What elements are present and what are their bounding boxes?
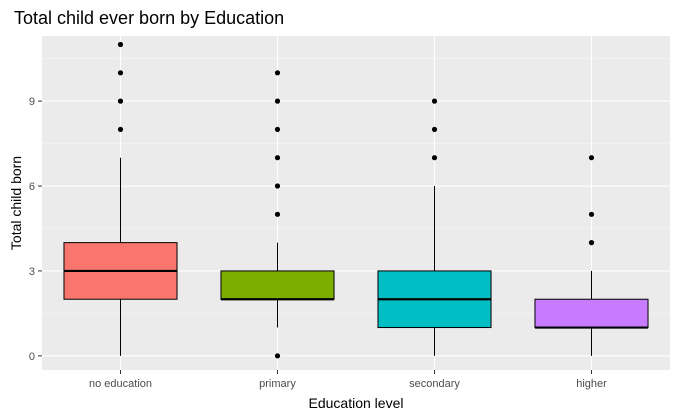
outlier-point — [588, 240, 595, 246]
x-tick-label: no education — [89, 378, 152, 390]
y-tick-label: 9 — [29, 96, 35, 108]
y-tick-label: 3 — [29, 266, 35, 278]
outlier-point — [117, 98, 124, 104]
box-group-no-education — [63, 41, 178, 356]
box-iqr — [220, 270, 335, 300]
outlier-point — [117, 126, 124, 133]
x-tick-label: primary — [259, 378, 296, 390]
y-tick-label: 0 — [29, 351, 35, 363]
outlier-point — [431, 98, 438, 104]
y-axis-title: Total child born — [8, 156, 24, 250]
outlier-point — [274, 183, 281, 189]
outlier-point — [274, 211, 281, 217]
box-group-secondary — [377, 98, 492, 356]
outlier-point — [117, 41, 124, 48]
y-tick-label: 6 — [29, 181, 35, 193]
chart-title: Total child ever born by Education — [14, 8, 284, 28]
outlier-point — [431, 126, 438, 133]
outlier-point — [431, 155, 438, 161]
box-group-higher — [534, 155, 649, 356]
outlier-point — [274, 98, 281, 104]
outlier-point — [274, 126, 281, 133]
box-group-primary — [220, 70, 335, 359]
outlier-point — [588, 155, 595, 161]
x-axis: no education primary secondary higher — [89, 370, 607, 390]
x-tick-label: higher — [576, 378, 607, 390]
outlier-point — [274, 70, 281, 76]
outlier-point — [274, 155, 281, 161]
outlier-point — [274, 353, 281, 359]
box-iqr — [534, 298, 649, 329]
outlier-point — [117, 70, 124, 76]
boxes-layer — [63, 41, 649, 359]
x-tick-label: secondary — [409, 378, 460, 390]
outlier-point — [588, 211, 595, 217]
x-axis-title: Education level — [309, 395, 404, 411]
y-axis: 0 3 6 9 — [29, 96, 42, 363]
